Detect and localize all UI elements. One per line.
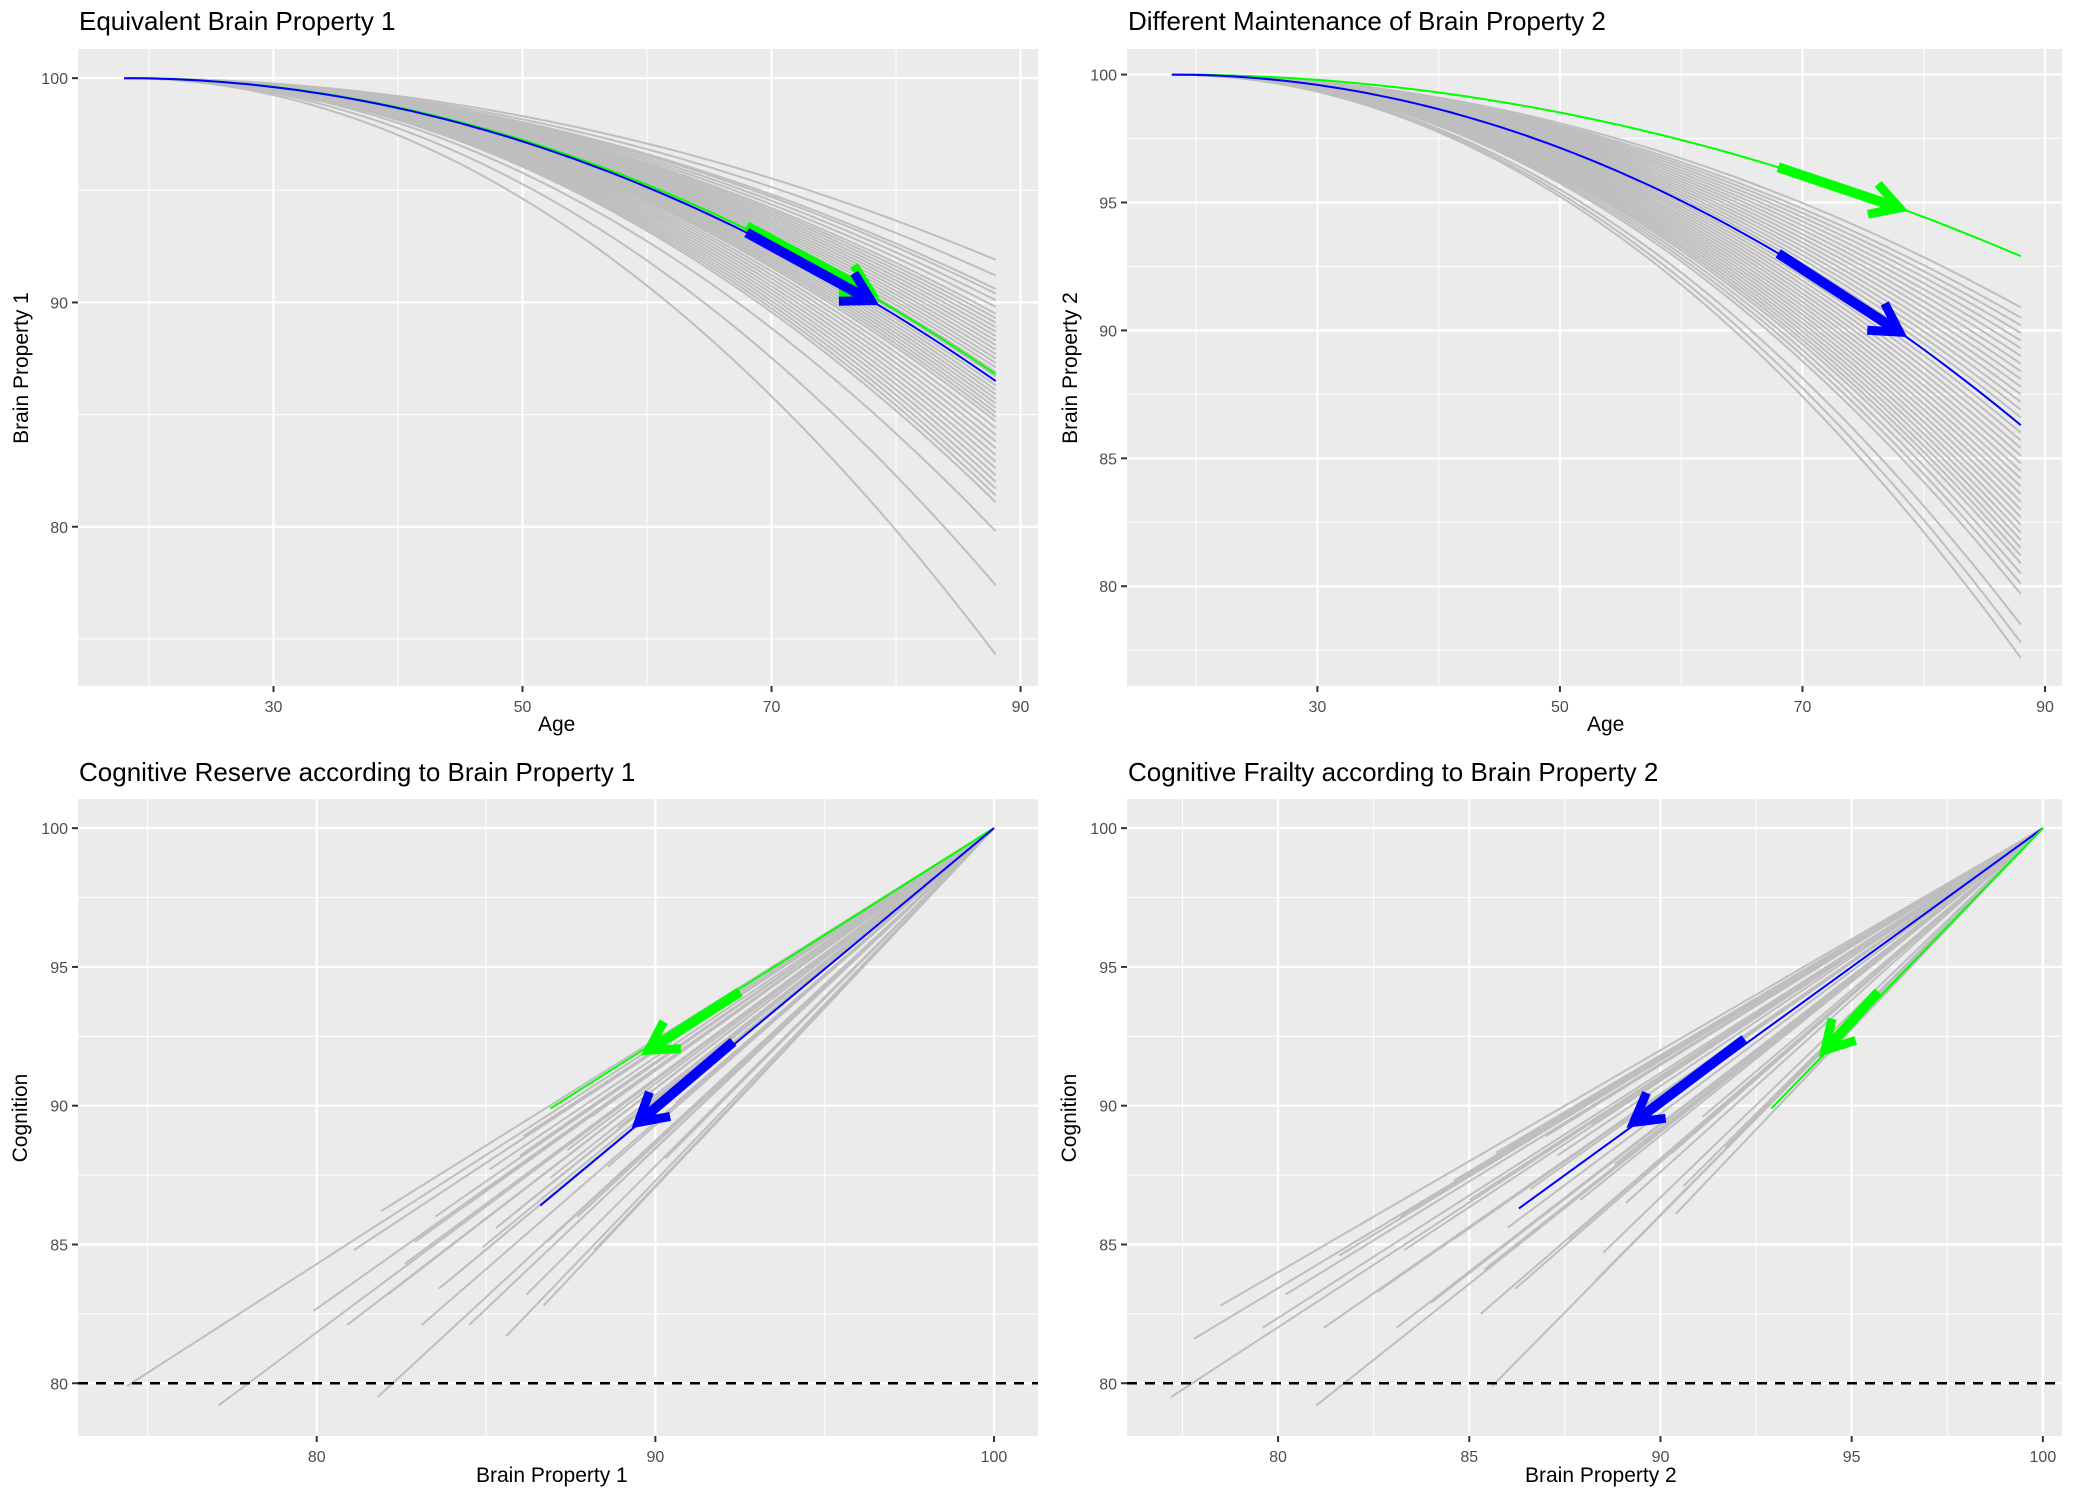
grey-segment [126, 827, 995, 1387]
grey-segment [1579, 827, 2044, 1201]
grey-segment [404, 827, 995, 1265]
x-tick-label: 80 [308, 1449, 326, 1466]
y-tick-label: 80 [1099, 1376, 1117, 1393]
y-tick-label: 100 [1090, 68, 1117, 85]
y-tick-label: 100 [41, 821, 68, 838]
panel-1-title: Equivalent Brain Property 1 [79, 6, 396, 36]
x-tick-label: 70 [1794, 699, 1812, 716]
panel-2: 30 50 70 90 80 85 90 95 100 [1090, 49, 2062, 716]
y-tick-label: 85 [1099, 1237, 1117, 1254]
x-tick-label: 100 [981, 1449, 1008, 1466]
grey-segment [725, 827, 995, 1112]
plot-area [124, 77, 997, 656]
grey-segment [705, 827, 995, 1099]
blue-arrow-shaft [638, 1038, 737, 1124]
blue-arrow-head [838, 270, 880, 306]
blue-arrow-shaft [1775, 249, 1899, 335]
grey-segment [387, 827, 995, 1296]
x-tick-label: 95 [1843, 1449, 1861, 1466]
grey-segment [1701, 827, 2044, 1118]
grey-segment [1671, 827, 2044, 1154]
panel-3-xlabel: Brain Property 1 [476, 1464, 628, 1487]
green-arrow-shaft [1823, 988, 1883, 1051]
grey-segment [590, 827, 995, 1118]
blue-segment [539, 827, 995, 1207]
y-tick-label: 85 [1099, 451, 1117, 468]
blue-arrow-shaft [744, 228, 871, 304]
grey-segment [1625, 827, 2044, 1204]
plot-area [1171, 73, 2022, 659]
y-tick-label: 90 [50, 295, 68, 312]
grey-segment [563, 827, 995, 1126]
grey-segment [1529, 827, 2044, 1190]
panel-2-xlabel: Age [1587, 713, 1625, 736]
grey-segment [664, 827, 995, 1160]
x-tick-label: 90 [2036, 699, 2054, 716]
plot-area [1127, 827, 2062, 1407]
x-tick-label: 100 [2030, 1449, 2057, 1466]
green-arrow-shaft [744, 221, 870, 296]
y-tick-label: 100 [41, 71, 68, 88]
blue-arrow-head [1626, 1090, 1667, 1128]
panel-4-xlabel: Brain Property 2 [1525, 1464, 1677, 1487]
panel-4: 80 85 90 95 100 80 85 90 95 100 [1090, 799, 2062, 1466]
green-segment [1770, 827, 2044, 1110]
x-tick-label: 90 [1652, 1449, 1670, 1466]
panel-3-title: Cognitive Reserve according to Brain Pro… [79, 757, 636, 787]
panel-4-title: Cognitive Frailty according to Brain Pro… [1128, 757, 1659, 787]
blue-arrow-head [631, 1090, 671, 1129]
x-tick-label: 85 [1460, 1449, 1478, 1466]
grey-segment [566, 827, 995, 1151]
panel-1: 30 50 70 90 80 90 100 [41, 49, 1038, 716]
x-tick-label: 30 [265, 699, 283, 716]
x-tick-label: 30 [1308, 699, 1326, 716]
green-arrow-head [1866, 180, 1909, 219]
x-tick-label: 70 [763, 699, 781, 716]
y-tick-label: 80 [50, 520, 68, 537]
grey-trajectory [124, 77, 997, 656]
green-segment [549, 827, 995, 1110]
blue-arrow-shaft [1633, 1035, 1748, 1124]
grey-segment [1545, 827, 2044, 1138]
grey-segment [1220, 827, 2044, 1307]
grey-trajectory [1171, 73, 2022, 659]
y-tick-label: 100 [1090, 821, 1117, 838]
grey-segment [1506, 827, 2044, 1229]
grey-segment [522, 827, 995, 1138]
grey-segment [1648, 827, 2044, 1135]
y-tick-label: 90 [1099, 1099, 1117, 1116]
y-tick-label: 80 [1099, 579, 1117, 596]
plot-background [1127, 799, 2062, 1436]
x-tick-label: 80 [1269, 1449, 1287, 1466]
y-tick-label: 95 [1099, 960, 1117, 977]
green-arrow-shaft [649, 987, 743, 1053]
green-arrow-head [1818, 1017, 1857, 1057]
grey-trajectory [124, 77, 997, 586]
x-tick-label: 90 [646, 1449, 664, 1466]
panel-3: 80 90 100 80 85 90 95 100 [41, 799, 1038, 1466]
y-tick-label: 90 [50, 1099, 68, 1116]
grey-segment [1495, 827, 2044, 1154]
blue-arrow-head [1867, 301, 1908, 338]
blue-segment [1518, 827, 2044, 1210]
x-tick-label: 50 [514, 699, 532, 716]
y-tick-label: 85 [50, 1237, 68, 1254]
green-arrow-shaft [1776, 162, 1898, 212]
y-tick-label: 95 [1099, 195, 1117, 212]
y-tick-label: 80 [50, 1376, 68, 1393]
y-tick-label: 90 [1099, 323, 1117, 340]
x-tick-label: 50 [1551, 699, 1569, 716]
y-tick-label: 95 [50, 960, 68, 977]
grey-segment [1747, 827, 2044, 1124]
grey-segment [1591, 827, 2044, 1126]
panel-1-xlabel: Age [538, 713, 576, 736]
x-tick-label: 90 [1012, 699, 1030, 716]
grey-trajectory [124, 77, 997, 532]
panel-2-title: Different Maintenance of Brain Property … [1128, 6, 1606, 36]
green-arrow-head [640, 1019, 682, 1056]
grey-segment [675, 827, 995, 1104]
plot-area [78, 827, 1038, 1407]
